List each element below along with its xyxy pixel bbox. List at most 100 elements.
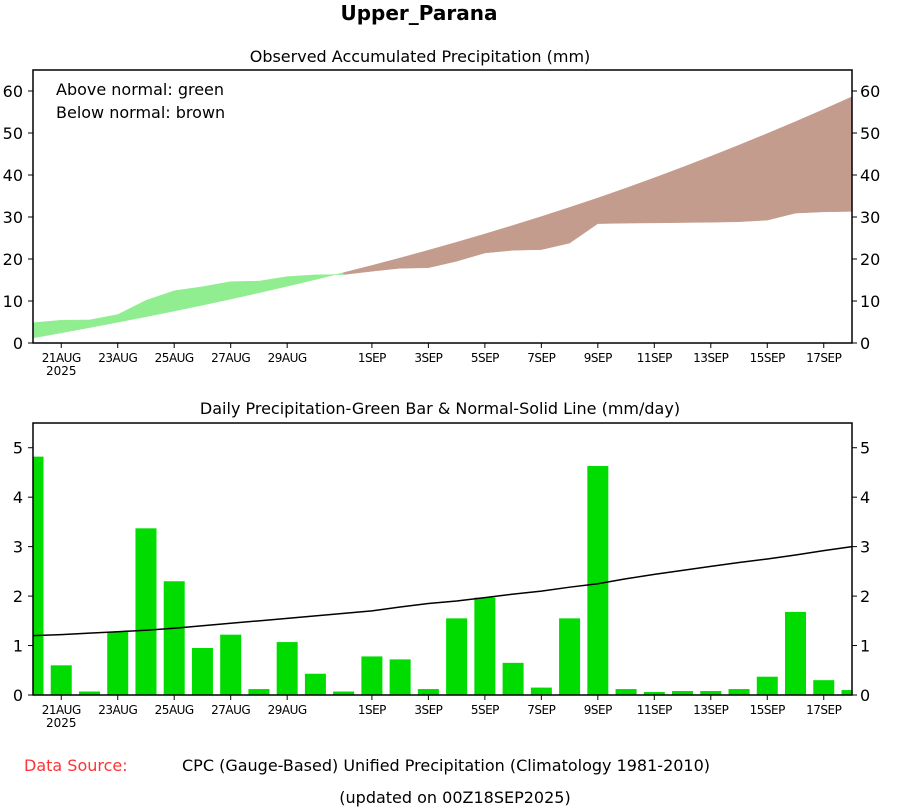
below-normal-area — [682, 155, 712, 223]
daily-ytick-label-left: 4 — [13, 488, 23, 507]
data-source-label: Data Source: — [24, 756, 128, 775]
accum-plot-frame — [32, 69, 853, 344]
accum-ytick-label-right: 30 — [860, 208, 880, 227]
accum-ytick-label-left: 10 — [3, 292, 23, 311]
daily-ytick-label-left: 5 — [13, 439, 23, 458]
accum-xtick-year: 2025 — [46, 364, 77, 378]
accum-xtick-label: 3SEP — [414, 351, 442, 365]
daily-xtick-label: 11SEP — [637, 703, 672, 717]
below-normal-area — [738, 133, 768, 222]
daily-bar-31AUG — [333, 691, 355, 695]
below-normal-area — [654, 166, 683, 224]
daily-bar-30AUG — [304, 673, 326, 695]
accum-ytick-label-left: 40 — [3, 166, 23, 185]
data-source-text: CPC (Gauge-Based) Unified Precipitation … — [182, 756, 710, 775]
accum-xtick-label: 13SEP — [693, 351, 728, 365]
accum-xtick-label: 1SEP — [358, 351, 386, 365]
accum-xtick-label: 23AUG — [98, 351, 137, 365]
below-normal-area — [484, 225, 514, 254]
daily-bar-27AUG — [220, 634, 242, 695]
daily-bar-5SEP — [474, 597, 496, 695]
accum-xtick-label: 21AUG — [42, 351, 81, 365]
daily-bar-6SEP — [502, 662, 524, 695]
daily-xtick-label: 25AUG — [155, 703, 194, 717]
accum-ytick-label-right: 10 — [860, 292, 880, 311]
accum-xtick-label: 17SEP — [806, 351, 841, 365]
daily-bar-22AUG — [78, 691, 100, 695]
daily-bar-25AUG — [163, 581, 185, 695]
accum-ytick-label-right: 20 — [860, 250, 880, 269]
above-normal-area — [32, 319, 62, 339]
below-normal-area — [767, 121, 796, 221]
daily-bar-4SEP — [446, 618, 468, 695]
legend-below: Below normal: brown — [56, 103, 225, 122]
daily-xtick-year: 2025 — [46, 716, 77, 730]
daily-chart-title: Daily Precipitation-Green Bar & Normal-S… — [200, 399, 680, 418]
daily-bar-9SEP — [587, 466, 609, 695]
daily-ytick-label-right: 4 — [860, 488, 870, 507]
below-normal-area — [795, 109, 825, 214]
daily-bar-21AUG — [50, 665, 72, 695]
daily-ytick-label-left: 1 — [13, 637, 23, 656]
above-normal-area — [230, 280, 260, 300]
below-normal-area — [710, 144, 740, 223]
daily-xtick-label: 23AUG — [98, 703, 137, 717]
daily-bar-1SEP — [361, 656, 383, 695]
daily-xtick-label: 17SEP — [806, 703, 841, 717]
daily-bar-14SEP — [728, 689, 750, 695]
accum-xtick-label: 25AUG — [155, 351, 194, 365]
daily-bar-20AUG — [33, 456, 44, 695]
below-normal-area — [343, 265, 373, 275]
daily-xtick-label: 29AUG — [268, 703, 307, 717]
below-normal-area — [823, 96, 853, 213]
daily-bar-28AUG — [248, 689, 270, 695]
figure-title: Upper_Parana — [340, 1, 497, 25]
above-normal-area — [60, 319, 90, 334]
daily-bar-11SEP — [643, 692, 665, 695]
legend-above: Above normal: green — [56, 80, 224, 99]
accum-xtick-label: 7SEP — [527, 351, 555, 365]
daily-xtick-label: 9SEP — [584, 703, 612, 717]
below-normal-area — [371, 257, 401, 272]
accum-xtick-label: 9SEP — [584, 351, 612, 365]
above-normal-area — [117, 300, 147, 323]
normal-line — [32, 545, 853, 637]
daily-ytick-label-right: 1 — [860, 637, 870, 656]
daily-bar-17SEP — [813, 680, 835, 695]
daily-ytick-label-left: 3 — [13, 538, 23, 557]
below-normal-area — [399, 249, 429, 269]
daily-bar-12SEP — [672, 691, 694, 695]
daily-bar-2SEP — [389, 659, 411, 695]
daily-xtick-label: 15SEP — [750, 703, 785, 717]
daily-ytick-label-left: 2 — [13, 587, 23, 606]
accum-ytick-label-right: 50 — [860, 124, 880, 143]
above-normal-area — [258, 276, 288, 294]
below-normal-area — [625, 177, 655, 224]
daily-bar-8SEP — [559, 618, 581, 695]
accum-chart-title: Observed Accumulated Precipitation (mm) — [250, 47, 591, 66]
accum-xtick-label: 27AUG — [211, 351, 250, 365]
accum-ytick-label-left: 0 — [13, 334, 23, 353]
daily-bar-3SEP — [417, 689, 439, 695]
daily-xtick-label: 7SEP — [527, 703, 555, 717]
daily-xtick-label: 13SEP — [693, 703, 728, 717]
daily-xtick-label: 1SEP — [358, 703, 386, 717]
accum-ytick-label-right: 0 — [860, 334, 870, 353]
accum-ytick-label-left: 50 — [3, 124, 23, 143]
above-normal-area — [145, 290, 175, 318]
below-normal-area — [456, 233, 486, 262]
accum-ytick-label-left: 20 — [3, 250, 23, 269]
above-normal-area — [173, 286, 203, 312]
accum-ytick-label-left: 30 — [3, 208, 23, 227]
below-normal-area — [569, 197, 599, 244]
daily-xtick-label: 27AUG — [211, 703, 250, 717]
below-normal-area — [541, 207, 570, 250]
daily-bar-24AUG — [135, 528, 157, 695]
above-normal-area — [315, 272, 344, 280]
daily-bar-15SEP — [756, 676, 778, 695]
daily-bar-10SEP — [615, 689, 637, 695]
above-normal-area — [286, 274, 316, 287]
daily-plot-frame — [32, 422, 853, 696]
